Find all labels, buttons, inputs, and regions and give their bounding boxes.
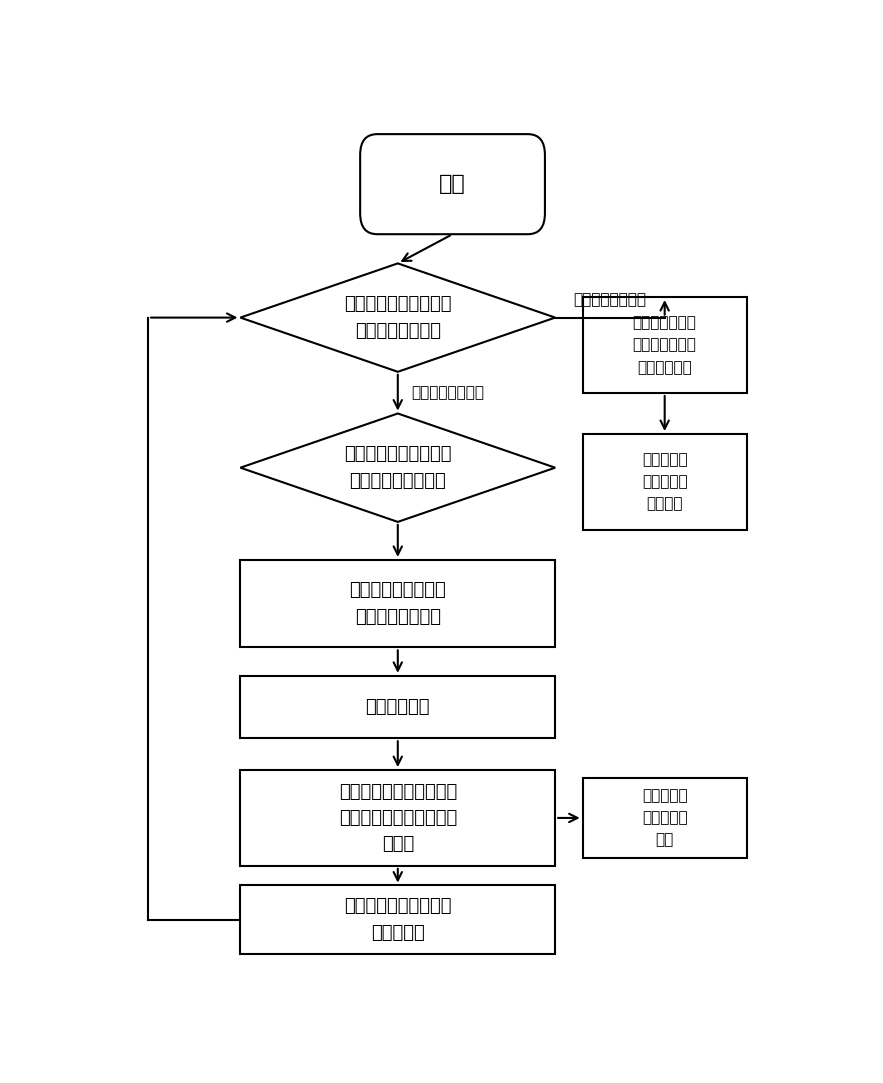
- Bar: [583, 297, 747, 393]
- Text: 电流值大于预设值: 电流值大于预设值: [573, 292, 646, 308]
- Text: 电流值小于预设值: 电流值小于预设值: [411, 386, 485, 400]
- Bar: [583, 779, 747, 858]
- Text: 开始: 开始: [439, 174, 466, 194]
- Text: 发送电源数
据至云端数
据库: 发送电源数 据至云端数 据库: [642, 788, 688, 848]
- Bar: [240, 770, 555, 866]
- Bar: [240, 886, 555, 954]
- Polygon shape: [240, 414, 555, 522]
- FancyBboxPatch shape: [360, 134, 545, 234]
- Text: 对三相电源中的两相电
源采集电信号并发送: 对三相电源中的两相电 源采集电信号并发送: [344, 445, 451, 490]
- Text: 执行换相操作: 执行换相操作: [366, 699, 430, 716]
- Text: 仅对电流取样，
停止电源取样，
开关保持原态: 仅对电流取样， 停止电源取样， 开关保持原态: [633, 315, 697, 375]
- Text: 发送电池采
样数据至云
端数据库: 发送电池采 样数据至云 端数据库: [642, 453, 688, 511]
- Text: 控制模块将汽车单相充电
线路接入负荷较轻的一相
电源中: 控制模块将汽车单相充电 线路接入负荷较轻的一相 电源中: [339, 783, 457, 853]
- Bar: [583, 434, 747, 530]
- Text: 通过算法找出两相电
源负荷较轻的一相: 通过算法找出两相电 源负荷较轻的一相: [350, 582, 446, 626]
- Text: 检测汽车单相充电回路
进线处电流: 检测汽车单相充电回路 进线处电流: [344, 898, 451, 942]
- Bar: [240, 676, 555, 739]
- Bar: [240, 560, 555, 648]
- Polygon shape: [240, 263, 555, 371]
- Text: 从汽车单相充电回路处
采集电流反馈信号: 从汽车单相充电回路处 采集电流反馈信号: [344, 296, 451, 340]
